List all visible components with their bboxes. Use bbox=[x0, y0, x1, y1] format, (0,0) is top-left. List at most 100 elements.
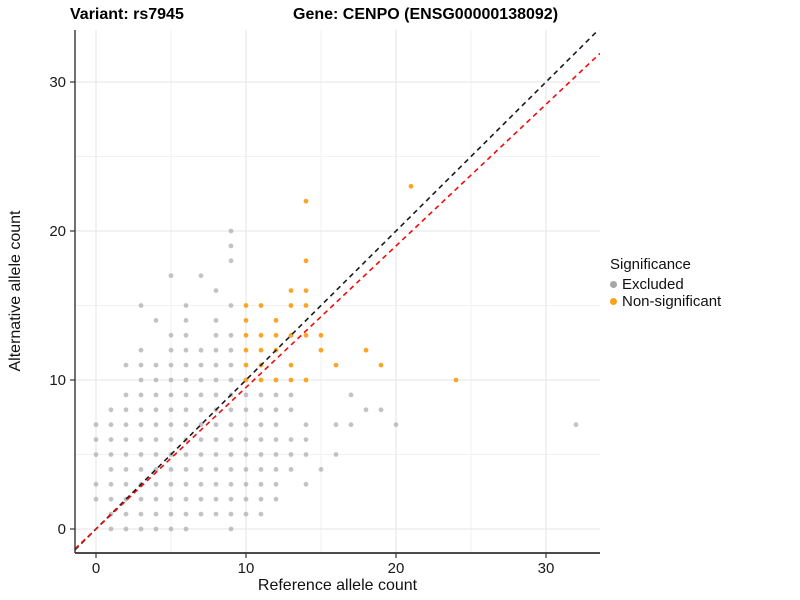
data-point bbox=[258, 467, 264, 472]
data-point bbox=[228, 377, 234, 383]
data-point bbox=[138, 362, 144, 368]
data-point bbox=[123, 467, 129, 472]
data-point bbox=[93, 481, 99, 487]
data-point bbox=[228, 243, 234, 249]
data-point bbox=[168, 332, 174, 338]
data-point bbox=[123, 526, 129, 532]
data-point bbox=[198, 347, 204, 353]
data-point bbox=[228, 258, 234, 264]
x-axis-title: Reference allele count bbox=[257, 577, 418, 594]
legend-item-label: Non-significant bbox=[622, 293, 722, 310]
data-point bbox=[258, 392, 264, 398]
data-point bbox=[273, 452, 279, 457]
data-point bbox=[408, 183, 414, 189]
legend-item-label: Excluded bbox=[622, 276, 684, 293]
data-point bbox=[228, 347, 234, 353]
data-point bbox=[198, 481, 204, 487]
tick-labels: 0 10 20 30 0 10 20 30 bbox=[49, 74, 554, 577]
data-point bbox=[183, 303, 189, 308]
data-point bbox=[273, 377, 279, 383]
data-point bbox=[183, 347, 189, 353]
data-point bbox=[93, 496, 99, 502]
data-point bbox=[93, 422, 99, 428]
scatter-points-excluded bbox=[93, 228, 579, 532]
data-point bbox=[108, 496, 114, 502]
data-point bbox=[258, 496, 264, 502]
data-point bbox=[168, 467, 174, 472]
data-point bbox=[243, 437, 249, 442]
data-point bbox=[183, 526, 189, 532]
data-point bbox=[183, 422, 189, 428]
data-point bbox=[168, 481, 174, 487]
data-point bbox=[258, 422, 264, 428]
data-point bbox=[378, 362, 384, 368]
data-point bbox=[198, 273, 204, 279]
y-tick-label: 10 bbox=[49, 372, 66, 389]
data-point bbox=[348, 422, 354, 428]
data-point bbox=[153, 452, 159, 457]
data-point bbox=[258, 377, 264, 383]
data-point bbox=[198, 496, 204, 502]
data-point bbox=[228, 511, 234, 517]
data-point bbox=[243, 347, 249, 353]
data-point bbox=[258, 481, 264, 487]
data-point bbox=[123, 392, 129, 398]
data-point bbox=[168, 273, 174, 279]
data-point bbox=[138, 511, 144, 517]
data-point bbox=[138, 303, 144, 308]
data-point bbox=[213, 377, 219, 383]
data-point bbox=[303, 422, 309, 428]
data-point bbox=[108, 526, 114, 532]
data-point bbox=[183, 392, 189, 398]
data-point bbox=[228, 332, 234, 338]
reference-lines bbox=[75, 30, 600, 551]
data-point bbox=[183, 332, 189, 338]
data-point bbox=[213, 452, 219, 457]
data-point bbox=[168, 392, 174, 398]
data-point bbox=[243, 377, 249, 383]
y-tick-label: 0 bbox=[58, 521, 66, 538]
data-point bbox=[213, 392, 219, 398]
gridlines bbox=[75, 30, 600, 553]
data-point bbox=[108, 481, 114, 487]
data-point bbox=[108, 437, 114, 442]
data-point bbox=[168, 362, 174, 368]
data-point bbox=[138, 347, 144, 353]
data-point bbox=[453, 377, 459, 383]
data-point bbox=[228, 452, 234, 457]
data-point bbox=[288, 288, 294, 293]
legend: Significance Excluded Non-significant bbox=[610, 256, 721, 310]
data-point bbox=[228, 437, 234, 442]
data-point bbox=[348, 392, 354, 398]
data-point bbox=[123, 407, 129, 413]
data-point bbox=[363, 347, 369, 353]
data-point bbox=[288, 407, 294, 413]
data-point bbox=[213, 422, 219, 428]
data-point bbox=[198, 452, 204, 457]
data-point bbox=[288, 303, 294, 308]
x-tick-label: 0 bbox=[92, 560, 100, 577]
data-point bbox=[123, 437, 129, 442]
data-point bbox=[243, 407, 249, 413]
data-point bbox=[258, 437, 264, 442]
data-point bbox=[153, 407, 159, 413]
data-point bbox=[288, 392, 294, 398]
data-point bbox=[153, 422, 159, 428]
data-point bbox=[258, 332, 264, 338]
data-point bbox=[213, 288, 219, 293]
data-point bbox=[138, 392, 144, 398]
data-point bbox=[153, 511, 159, 517]
data-point bbox=[168, 422, 174, 428]
data-point bbox=[168, 437, 174, 442]
data-point bbox=[138, 437, 144, 442]
data-point bbox=[333, 422, 339, 428]
scatter-points-non-significant bbox=[243, 183, 459, 383]
data-point bbox=[138, 496, 144, 502]
data-point bbox=[303, 481, 309, 487]
data-point bbox=[153, 496, 159, 502]
data-point bbox=[228, 362, 234, 368]
data-point bbox=[243, 362, 249, 368]
data-point bbox=[183, 362, 189, 368]
data-point bbox=[123, 362, 129, 368]
